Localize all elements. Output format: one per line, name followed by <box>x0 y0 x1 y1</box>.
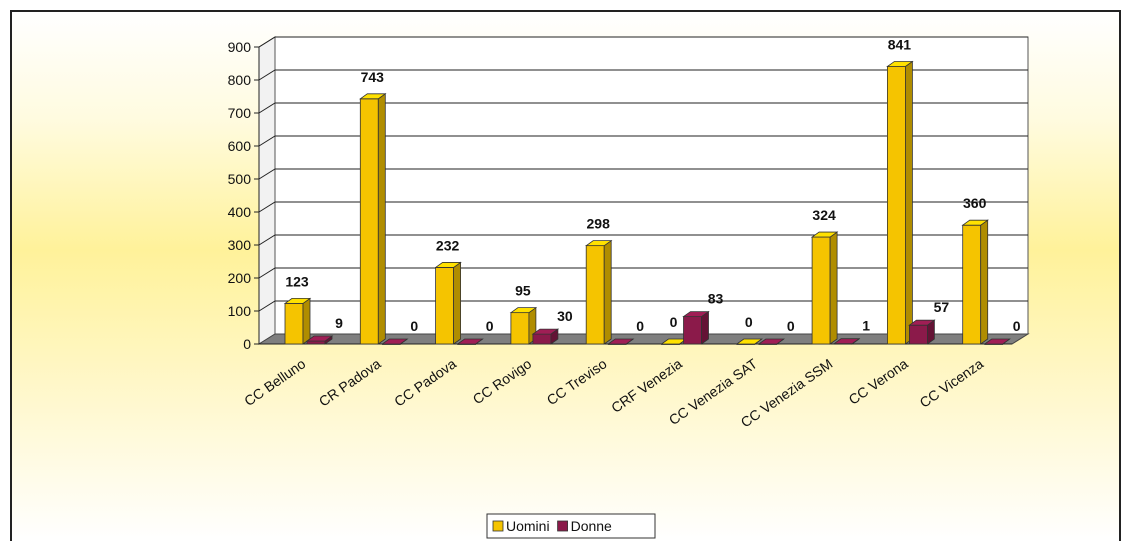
legend-swatch <box>557 520 568 532</box>
data-label: 0 <box>636 318 644 334</box>
y-tick-label: 200 <box>228 270 252 286</box>
x-axis-categories: CC Belluno CR Padova CC Padova CC Rovigo CC … <box>241 355 986 430</box>
gridline <box>258 300 1028 312</box>
data-label: 232 <box>436 237 460 253</box>
bar <box>908 319 936 345</box>
bar <box>735 338 764 345</box>
data-label: 298 <box>587 216 611 232</box>
data-label: 1 <box>862 318 870 334</box>
gridline <box>258 234 1028 246</box>
chart-frame: 0 100 200 300 400 500 600 700 800 900 123 9 743 0 232… <box>10 10 1121 541</box>
y-tick-label: 900 <box>228 39 252 55</box>
y-tick-label: 800 <box>228 72 252 88</box>
data-label: 743 <box>361 69 385 85</box>
bar <box>832 337 861 345</box>
bar <box>886 60 914 345</box>
legend-label: Uomini <box>506 518 550 534</box>
bar <box>757 338 786 345</box>
bar <box>531 328 560 345</box>
gridline <box>258 102 1028 114</box>
x-category-label: CC Padova <box>391 355 459 409</box>
bar <box>283 297 312 345</box>
gridline <box>258 201 1028 213</box>
data-label: 123 <box>285 273 309 289</box>
data-label: 0 <box>486 318 494 334</box>
legend-box <box>486 513 656 539</box>
x-category-label: CC Verona <box>845 355 910 408</box>
y-tick-label: 400 <box>228 204 252 220</box>
x-category-label: CC Treviso <box>544 355 610 408</box>
gridline <box>258 69 1028 81</box>
data-label: 9 <box>335 315 343 331</box>
data-label: 57 <box>934 299 950 315</box>
data-label: 841 <box>888 36 912 52</box>
bar <box>682 310 710 345</box>
bar <box>606 338 635 345</box>
data-label: 324 <box>812 207 836 223</box>
data-label: 0 <box>745 314 753 330</box>
back-wall <box>274 36 1029 335</box>
legend: Uomini Donne <box>486 513 656 539</box>
data-label: 0 <box>410 318 418 334</box>
y-tick-label: 100 <box>228 303 252 319</box>
bar <box>810 231 839 345</box>
gridlines <box>258 36 1028 312</box>
data-label: 30 <box>557 308 573 324</box>
y-tick-label: 500 <box>228 171 252 187</box>
bars <box>283 60 1011 345</box>
bar <box>381 338 409 345</box>
gridline <box>258 135 1028 147</box>
data-label: 0 <box>1013 318 1021 334</box>
x-category-label: CR Padova <box>316 355 384 409</box>
side-wall <box>258 36 276 345</box>
legend-label: Donne <box>571 518 612 534</box>
y-tick-label: 700 <box>228 105 252 121</box>
x-category-label: CC Belluno <box>241 355 308 409</box>
data-label: 0 <box>670 314 678 330</box>
bar <box>584 239 613 345</box>
bar <box>434 261 462 345</box>
y-tick-label: 600 <box>228 138 252 154</box>
bar <box>961 219 989 345</box>
data-labels: 123 9 743 0 232 0 95 30 298 0 0 83 0 0 324 1 841 57 360 0 <box>285 36 1020 334</box>
bar <box>456 338 484 345</box>
y-tick-label: 300 <box>228 237 252 253</box>
bar <box>509 306 538 345</box>
gridline <box>258 168 1028 180</box>
data-label: 83 <box>708 291 724 307</box>
gridline <box>258 267 1028 279</box>
gridline <box>258 36 1028 48</box>
x-category-label: CC Vicenza <box>917 355 987 410</box>
bar <box>983 338 1011 345</box>
x-category-label: CC Rovigo <box>470 355 535 407</box>
bar <box>359 93 387 345</box>
legend-swatch <box>492 520 504 532</box>
data-label: 360 <box>963 195 987 211</box>
bar <box>305 335 334 345</box>
data-label: 0 <box>787 318 795 334</box>
data-label: 95 <box>515 283 531 299</box>
y-tick-label: 0 <box>243 336 251 352</box>
x-category-label: CRF Venezia <box>608 355 685 416</box>
